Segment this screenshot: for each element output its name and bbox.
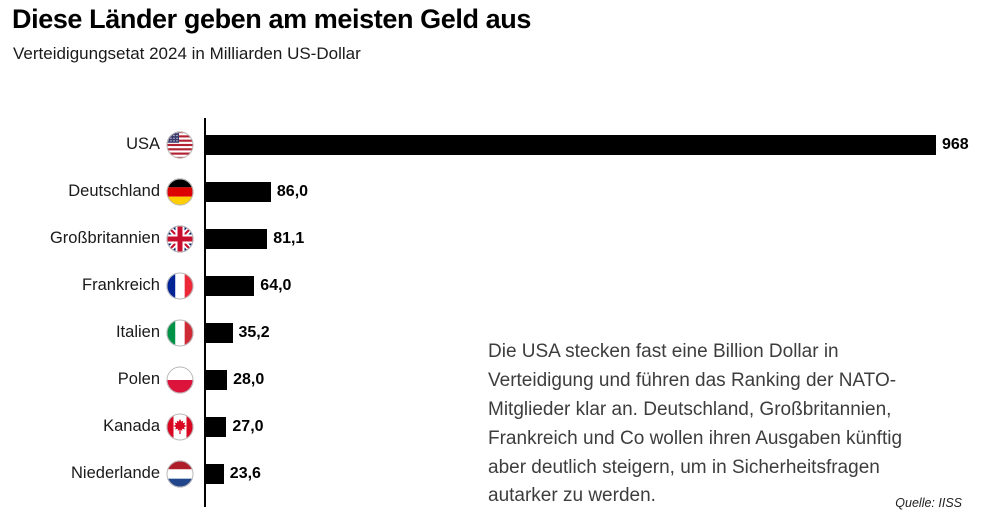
annotation-text: Die USA stecken fast eine Billion Dollar… — [488, 341, 903, 507]
value-label: 28,0 — [233, 370, 265, 388]
chart-row: Frankreich 64,0 — [0, 262, 1000, 309]
value-label: 35,2 — [238, 323, 270, 341]
canada-flag-icon — [166, 413, 194, 441]
uk-flag-icon — [166, 225, 194, 253]
usa-flag-icon — [166, 131, 194, 159]
bar-area: 86,0 — [206, 168, 1000, 215]
italy-flag-icon — [166, 319, 194, 347]
country-label: USA — [126, 135, 160, 153]
country-label: Großbritannien — [49, 229, 160, 247]
chart-subtitle: Verteidigungsetat 2024 in Milliarden US-… — [13, 44, 361, 63]
bar-area: 64,0 — [206, 262, 1000, 309]
chart-row: Deutschland 86,0 — [0, 168, 1000, 215]
value-label: 968 — [942, 135, 969, 153]
value-label: 81,1 — [273, 229, 305, 247]
source-credit: Quelle: IISS — [895, 496, 962, 510]
country-label: Deutschland — [68, 182, 160, 200]
value-bar — [206, 369, 228, 390]
value-label: 23,6 — [229, 464, 261, 482]
bar-area: 81,1 — [206, 215, 1000, 262]
bar-area: 28,0 — [206, 356, 1000, 403]
country-label: Kanada — [103, 417, 160, 435]
value-bar — [206, 463, 224, 484]
poland-flag-icon — [166, 366, 194, 394]
country-label: Niederlande — [71, 464, 160, 482]
netherlands-flag-icon — [166, 460, 194, 488]
country-label: Frankreich — [82, 276, 160, 294]
value-bar — [206, 134, 936, 155]
value-bar — [206, 228, 268, 249]
value-label: 86,0 — [276, 182, 309, 200]
bar-area: 27,0 — [206, 403, 1000, 450]
value-bar — [206, 322, 233, 343]
france-flag-icon — [166, 272, 194, 300]
chart-rows: USA 968 Deutschland 86,0 Großbritannien 81,1 F… — [0, 121, 1000, 497]
bar-area: 23,6 — [206, 450, 1000, 497]
value-label: 64,0 — [260, 276, 292, 294]
value-label: 27,0 — [232, 417, 264, 435]
chart-row: USA 968 — [0, 121, 1000, 168]
chart-row: Polen 28,0 — [0, 356, 1000, 403]
axis-line — [204, 118, 206, 507]
country-label: Italien — [115, 323, 160, 341]
chart-row: Kanada 27,0 — [0, 403, 1000, 450]
bar-area: 35,2 — [206, 309, 1000, 356]
value-bar — [206, 416, 227, 437]
country-label: Polen — [117, 370, 160, 388]
chart-row: Niederlande 23,6 — [0, 450, 1000, 497]
chart-row: Italien 35,2 — [0, 309, 1000, 356]
value-bar — [206, 275, 255, 296]
value-bar — [206, 181, 271, 202]
bar-area: 968 — [206, 121, 1000, 168]
bar-chart: USA 968 Deutschland 86,0 Großbritannien 81,1 F… — [0, 118, 1000, 510]
chart-title: Diese Länder geben am meisten Geld aus — [12, 4, 531, 34]
chart-row: Großbritannien 81,1 — [0, 215, 1000, 262]
germany-flag-icon — [166, 178, 194, 206]
